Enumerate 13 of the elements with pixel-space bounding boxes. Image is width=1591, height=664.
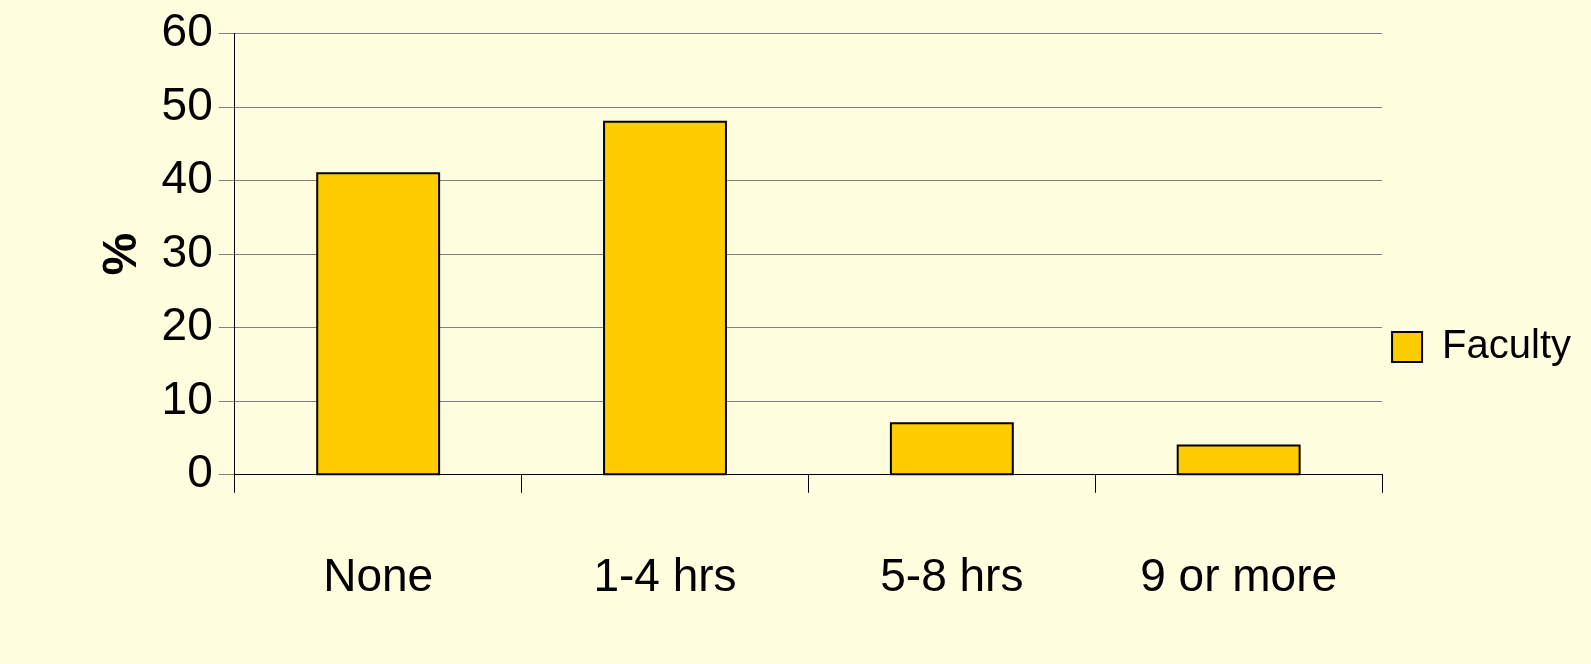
x-tick-label: 9 or more — [1140, 549, 1338, 602]
x-tick-label: None — [323, 549, 434, 602]
legend-label: Faculty — [1442, 322, 1572, 367]
y-axis-title: % — [93, 232, 147, 276]
x-tick-label: 5-8 hrs — [880, 549, 1024, 602]
y-tick-label: 50 — [161, 77, 213, 130]
y-tick-label: 30 — [161, 224, 213, 277]
y-tick-label: 20 — [161, 298, 213, 351]
y-tick-label: 40 — [161, 151, 213, 204]
y-tick-label: 0 — [187, 445, 213, 498]
y-tick-label: 60 — [161, 4, 213, 57]
y-tick-label: 10 — [161, 371, 213, 424]
x-tick-label: 1-4 hrs — [593, 549, 737, 602]
